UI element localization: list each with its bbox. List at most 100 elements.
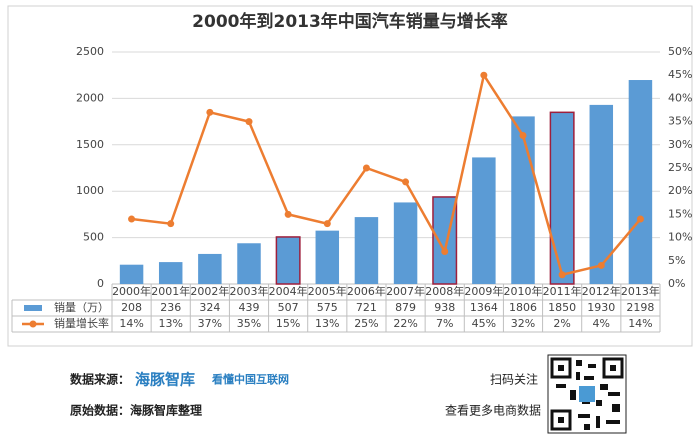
bar [158,262,183,284]
bar [315,230,340,284]
x-tick-label: 2008年 [425,284,464,298]
table-value: 4% [593,317,610,330]
table-value: 507 [278,301,299,314]
x-tick-label: 2000年 [112,284,151,298]
table-value: 208 [121,301,142,314]
table-value: 2% [553,317,570,330]
table-value: 879 [395,301,416,314]
table-value: 575 [317,301,338,314]
x-tick-label: 2003年 [230,284,269,298]
y-tick-label: 2000 [76,91,104,104]
y-tick-label: 1500 [76,138,104,151]
bar [472,157,496,284]
marker [284,210,292,218]
table-value: 324 [199,301,220,314]
bar [589,104,614,284]
table-value: 13% [158,317,182,330]
source-label: 数据来源： [70,372,130,387]
table-value: 1364 [470,301,498,314]
table-value: 13% [315,317,339,330]
y2-tick-label: 35% [668,115,692,128]
chart-title: 2000年到2013年中国汽车销量与增长率 [192,11,508,32]
y-tick-label: 0 [97,277,104,290]
marker [128,215,136,223]
slogan: 看懂中国互联网 [212,372,289,386]
brand: 海豚智库 [135,371,195,389]
table-value: 439 [239,301,260,314]
table-value: 35% [237,317,261,330]
more-text: 查看更多电商数据 [445,403,541,418]
bar [628,80,653,284]
x-tick-label: 2007年 [386,284,425,298]
footer: 数据来源： 海豚智库 看懂中国互联网 原始数据：海豚智库整理 扫码关注 查看更多… [70,354,627,434]
marker [519,132,527,140]
y2-tick-label: 10% [668,231,692,244]
bar [393,202,418,284]
table-value: 37% [198,317,222,330]
line [131,72,642,277]
table-value: 1930 [587,301,615,314]
marker [441,248,449,256]
bar [275,236,301,285]
y2-tick-label: 50% [668,45,692,58]
bar [432,196,458,285]
marker [245,118,253,126]
y-tick-label: 1000 [76,184,104,197]
x-tick-label: 2012年 [582,284,621,298]
raw-data: 原始数据：海豚智库整理 [70,403,202,418]
y2-tick-label: 25% [668,161,692,174]
y2-tick-label: 45% [668,68,692,81]
table-value: 938 [434,301,455,314]
table-value: 25% [354,317,378,330]
table-value: 32% [511,317,535,330]
marker [323,220,331,228]
y-tick-label: 500 [83,231,104,244]
table-value: 721 [356,301,377,314]
marker [402,178,410,186]
x-tick-label: 2006年 [347,284,386,298]
marker [636,215,644,223]
marker [480,71,488,79]
x-tick-label: 2013年 [621,284,660,298]
x-tick-label: 2010年 [504,284,543,298]
x-tick-label: 2009年 [464,284,503,298]
table-value: 14% [628,317,652,330]
qr-code [547,354,627,434]
y2-tick-label: 30% [668,138,692,151]
table-value: 45% [472,317,496,330]
table-value: 1850 [548,301,576,314]
marker [362,164,370,172]
x-tick-label: 2005年 [308,284,347,298]
y2-tick-label: 40% [668,91,692,104]
y2-tick-label: 15% [668,207,692,220]
bar [198,253,222,284]
legend-swatch [24,305,42,311]
bar [549,111,575,285]
scan-text: 扫码关注 [490,372,538,387]
table-value: 7% [436,317,453,330]
marker [206,108,214,116]
table-value: 22% [393,317,417,330]
table-value: 236 [160,301,181,314]
legend-marker [29,320,37,328]
x-tick-label: 2001年 [151,284,190,298]
table-value: 14% [119,317,143,330]
bar [119,264,144,284]
marker [167,220,175,228]
x-tick-label: 2004年 [269,284,308,298]
y-tick-label: 2500 [76,45,104,58]
bar [511,116,535,284]
chart-frame [7,5,693,347]
bar [354,217,379,284]
marker [558,271,566,279]
y2-tick-label: 0% [668,277,685,290]
table-value: 15% [276,317,300,330]
legend-label: 销量（万） [54,300,109,314]
y2-tick-label: 5% [668,254,685,267]
x-tick-label: 2002年 [190,284,229,298]
x-tick-label: 2011年 [543,284,582,298]
y2-tick-label: 20% [668,184,692,197]
marker [597,261,605,269]
table-value: 2198 [626,301,654,314]
